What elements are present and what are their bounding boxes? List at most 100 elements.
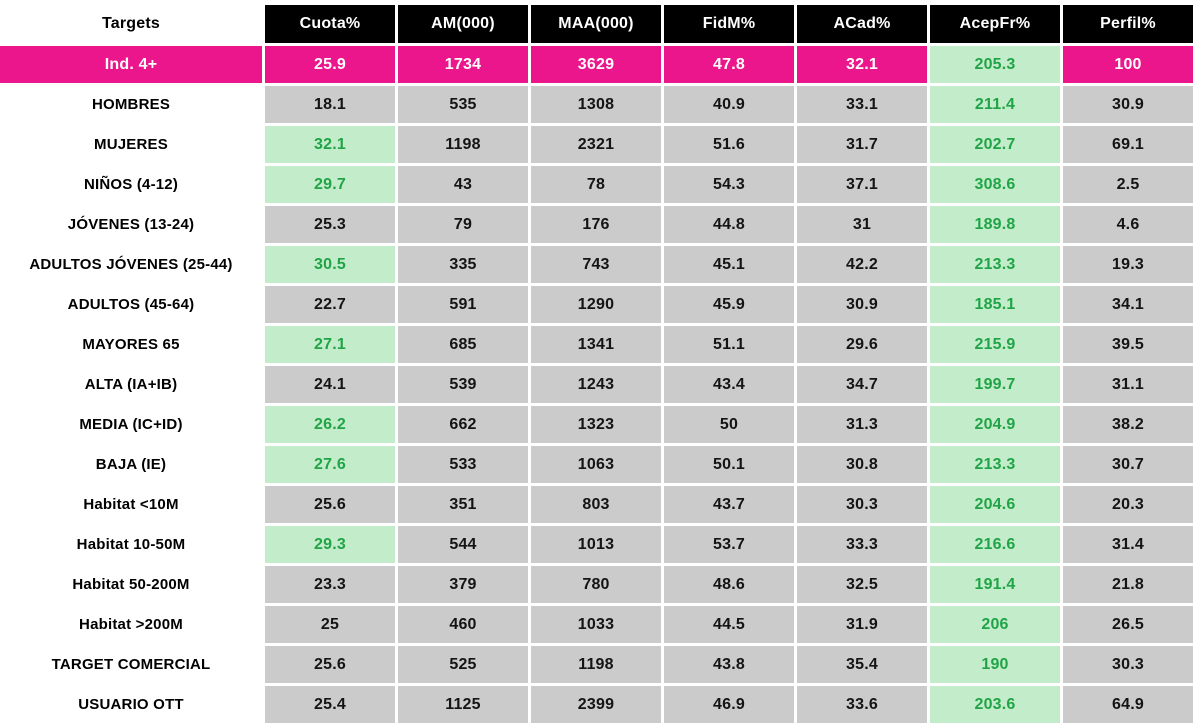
table-cell: 31.4 — [1063, 526, 1193, 563]
table-cell: 25 — [265, 606, 395, 643]
table-cell: 4.6 — [1063, 206, 1193, 243]
table-row: Ind. 4+ 25.9 1734 3629 47.8 32.1 205.3 100 — [0, 46, 1193, 83]
table-cell: 23.3 — [265, 566, 395, 603]
column-header-perfil: Perfil% — [1063, 5, 1193, 43]
table-cell: 26.5 — [1063, 606, 1193, 643]
table-cell: 199.7 — [930, 366, 1060, 403]
row-label: Habitat 10-50M — [0, 526, 262, 563]
table-cell: 43.7 — [664, 486, 794, 523]
table-cell: 100 — [1063, 46, 1193, 83]
table-cell: 33.3 — [797, 526, 927, 563]
table-cell: 20.3 — [1063, 486, 1193, 523]
table-cell: 27.6 — [265, 446, 395, 483]
row-label: ADULTOS (45-64) — [0, 286, 262, 323]
table-row: Habitat 10-50M 29.3 544 1013 53.7 33.3 216.6 31… — [0, 526, 1193, 563]
table-cell: 64.9 — [1063, 686, 1193, 723]
table-cell: 533 — [398, 446, 528, 483]
table-cell: 3629 — [531, 46, 661, 83]
table-cell: 33.1 — [797, 86, 927, 123]
table-cell: 33.6 — [797, 686, 927, 723]
table-cell: 39.5 — [1063, 326, 1193, 363]
table-cell: 335 — [398, 246, 528, 283]
table-cell: 19.3 — [1063, 246, 1193, 283]
table-cell: 69.1 — [1063, 126, 1193, 163]
table-cell: 205.3 — [930, 46, 1060, 83]
table-cell: 54.3 — [664, 166, 794, 203]
table-cell: 743 — [531, 246, 661, 283]
table-cell: 204.9 — [930, 406, 1060, 443]
row-label: ADULTOS JÓVENES (25-44) — [0, 246, 262, 283]
table-cell: 1033 — [531, 606, 661, 643]
row-label: JÓVENES (13-24) — [0, 206, 262, 243]
table-row: Habitat 50-200M 23.3 379 780 48.6 32.5 191.4 21… — [0, 566, 1193, 603]
table-cell: 379 — [398, 566, 528, 603]
table-cell: 43.4 — [664, 366, 794, 403]
table-cell: 38.2 — [1063, 406, 1193, 443]
table-cell: 27.1 — [265, 326, 395, 363]
table-cell: 34.7 — [797, 366, 927, 403]
row-label: HOMBRES — [0, 86, 262, 123]
table-cell: 25.3 — [265, 206, 395, 243]
table-cell: 29.6 — [797, 326, 927, 363]
row-label: Habitat 50-200M — [0, 566, 262, 603]
table-cell: 1013 — [531, 526, 661, 563]
table-row: BAJA (IE) 27.6 533 1063 50.1 30.8 213.3 30.7 — [0, 446, 1193, 483]
table-cell: 544 — [398, 526, 528, 563]
table-cell: 185.1 — [930, 286, 1060, 323]
table-cell: 1198 — [531, 646, 661, 683]
table-cell: 202.7 — [930, 126, 1060, 163]
table-cell: 1063 — [531, 446, 661, 483]
table-cell: 32.1 — [265, 126, 395, 163]
table-cell: 211.4 — [930, 86, 1060, 123]
table-cell: 204.6 — [930, 486, 1060, 523]
table-row: ADULTOS (45-64) 22.7 591 1290 45.9 30.9 185.1 3… — [0, 286, 1193, 323]
table-cell: 1323 — [531, 406, 661, 443]
table-cell: 44.5 — [664, 606, 794, 643]
row-label: ALTA (IA+IB) — [0, 366, 262, 403]
table-row: HOMBRES 18.1 535 1308 40.9 33.1 211.4 30.9 — [0, 86, 1193, 123]
row-label: BAJA (IE) — [0, 446, 262, 483]
table-cell: 29.7 — [265, 166, 395, 203]
table-cell: 1125 — [398, 686, 528, 723]
table-cell: 48.6 — [664, 566, 794, 603]
column-header-acepfr: AcepFr% — [930, 5, 1060, 43]
table-cell: 31 — [797, 206, 927, 243]
table-cell: 35.4 — [797, 646, 927, 683]
table-cell: 30.3 — [797, 486, 927, 523]
table-cell: 662 — [398, 406, 528, 443]
table-cell: 78 — [531, 166, 661, 203]
table-cell: 45.1 — [664, 246, 794, 283]
table-cell: 2321 — [531, 126, 661, 163]
column-header-cuota: Cuota% — [265, 5, 395, 43]
table-cell: 44.8 — [664, 206, 794, 243]
row-label: Ind. 4+ — [0, 46, 262, 83]
table-cell: 79 — [398, 206, 528, 243]
table-row: NIÑOS (4-12) 29.7 43 78 54.3 37.1 308.6 2.5 — [0, 166, 1193, 203]
table-cell: 18.1 — [265, 86, 395, 123]
table-cell: 32.1 — [797, 46, 927, 83]
table-cell: 25.6 — [265, 486, 395, 523]
table-cell: 25.4 — [265, 686, 395, 723]
row-label: Habitat <10M — [0, 486, 262, 523]
table-cell: 189.8 — [930, 206, 1060, 243]
table-cell: 213.3 — [930, 446, 1060, 483]
table-cell: 30.9 — [1063, 86, 1193, 123]
table-cell: 1341 — [531, 326, 661, 363]
table-cell: 351 — [398, 486, 528, 523]
row-label: MAYORES 65 — [0, 326, 262, 363]
table-cell: 43 — [398, 166, 528, 203]
table-cell: 32.5 — [797, 566, 927, 603]
table-cell: 803 — [531, 486, 661, 523]
table-cell: 50.1 — [664, 446, 794, 483]
table-row: Habitat <10M 25.6 351 803 43.7 30.3 204.6 20.3 — [0, 486, 1193, 523]
table-cell: 34.1 — [1063, 286, 1193, 323]
table-row: MAYORES 65 27.1 685 1341 51.1 29.6 215.9 39.5 — [0, 326, 1193, 363]
table-cell: 2399 — [531, 686, 661, 723]
table-row: Habitat >200M 25 460 1033 44.5 31.9 206 26.5 — [0, 606, 1193, 643]
targets-column-header: Targets — [0, 5, 262, 43]
table-cell: 31.3 — [797, 406, 927, 443]
table-row: MEDIA (IC+ID) 26.2 662 1323 50 31.3 204.9 38.2 — [0, 406, 1193, 443]
table-cell: 45.9 — [664, 286, 794, 323]
table-row: MUJERES 32.1 1198 2321 51.6 31.7 202.7 69.1 — [0, 126, 1193, 163]
